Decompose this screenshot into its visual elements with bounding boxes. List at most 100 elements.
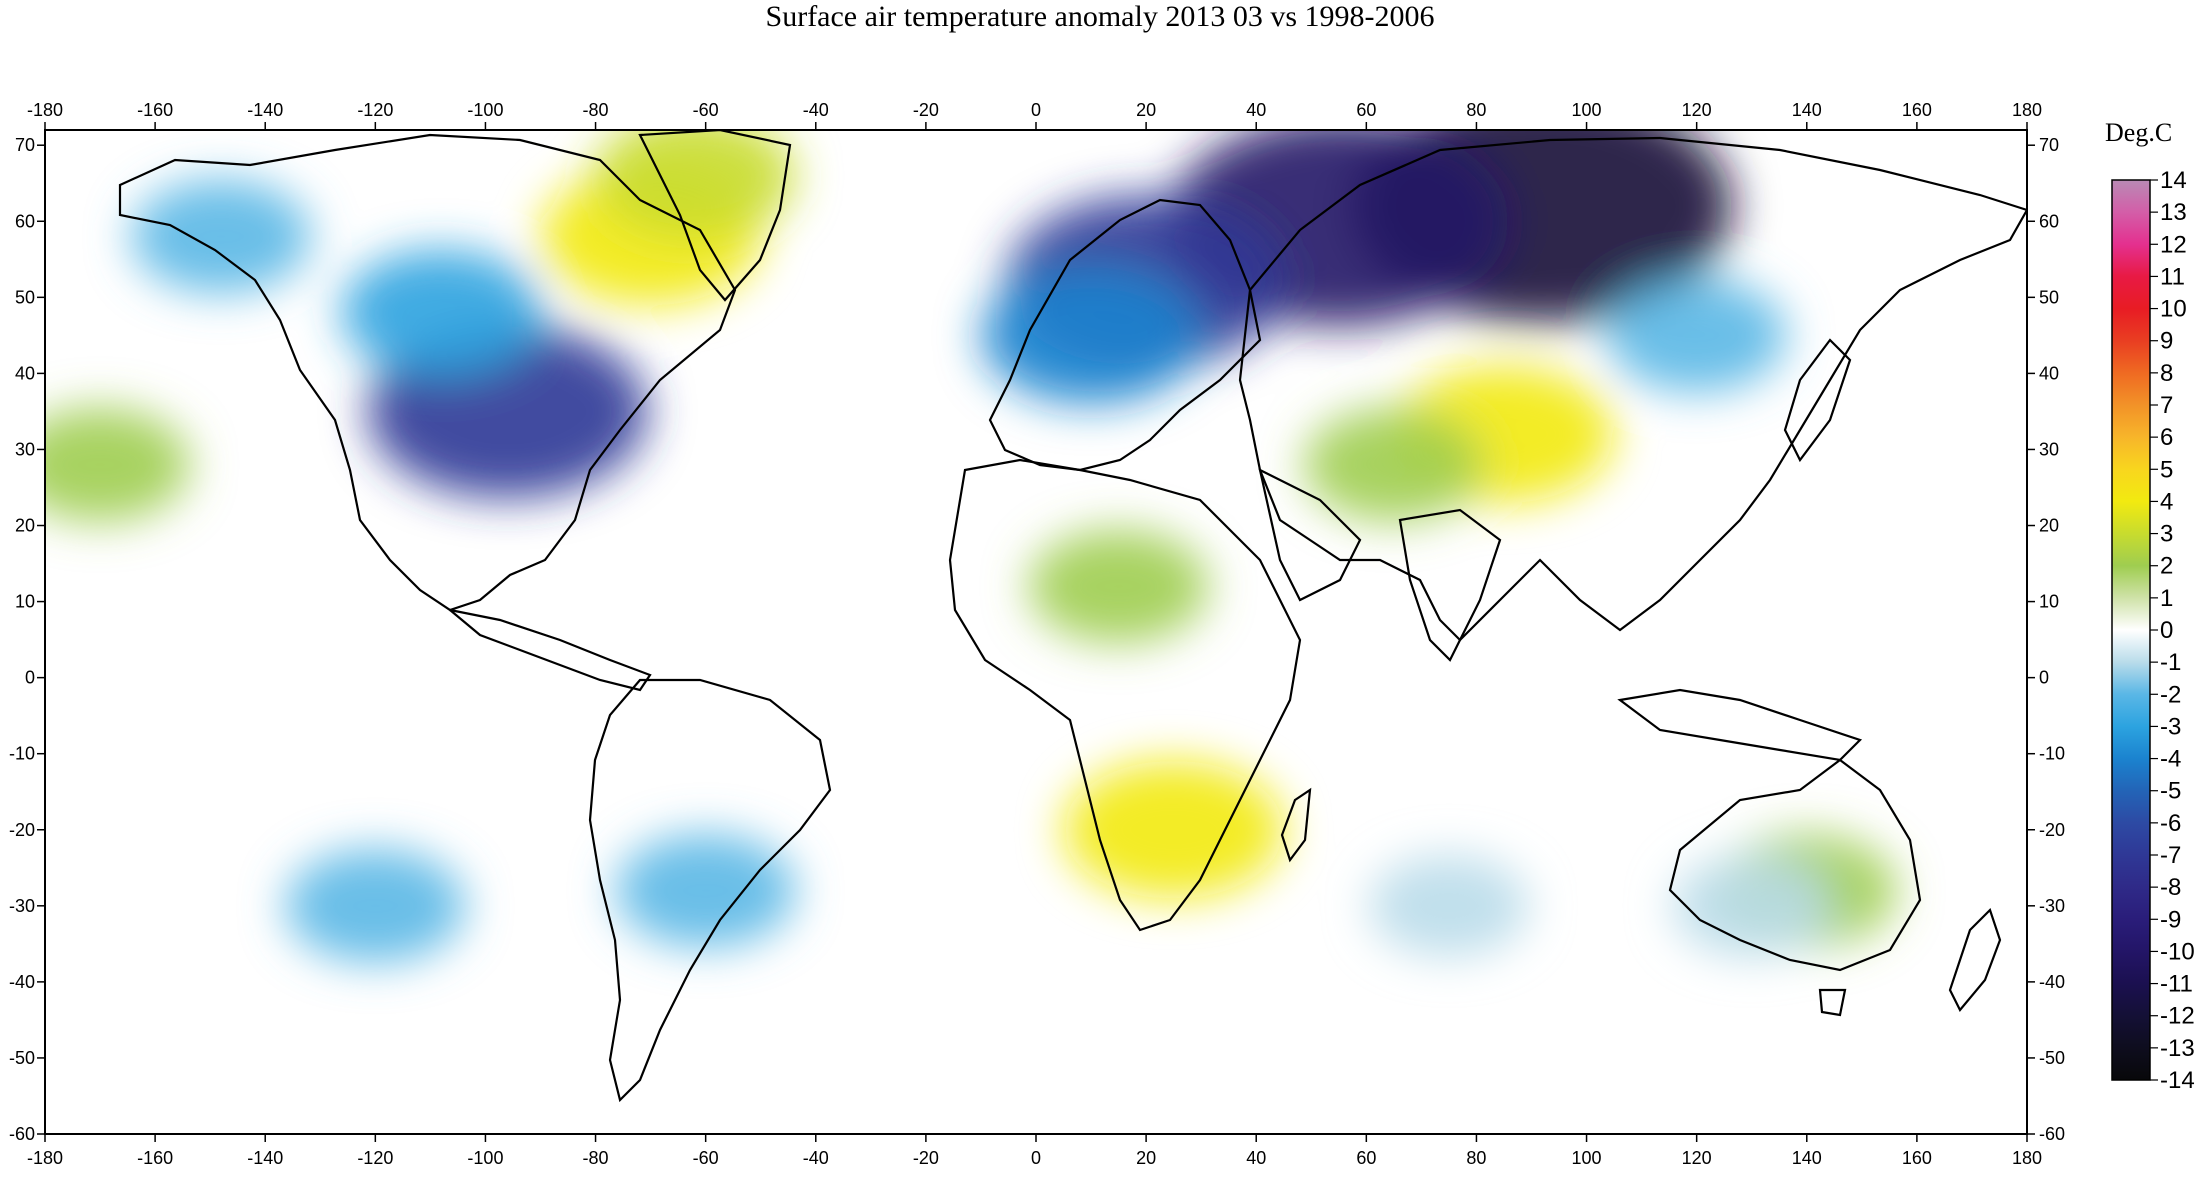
lat-label-left-4: 30 (15, 439, 35, 459)
colorbar-label-9: 5 (2160, 456, 2173, 483)
colorbar-label-23: -9 (2160, 906, 2181, 933)
coastline-arabia (1258, 467, 1362, 602)
colorbar-label-20: -6 (2160, 810, 2181, 837)
colorbar-label-26: -12 (2160, 1003, 2195, 1030)
colorbar-label-18: -4 (2160, 746, 2181, 773)
anomaly-region-5 (341, 249, 542, 376)
lon-label-top-7: -40 (803, 100, 829, 120)
lon-label-bottom-5: -80 (583, 1148, 609, 1168)
colorbar-label-12: 2 (2160, 553, 2173, 580)
coastline-madagascar (1280, 787, 1312, 863)
colorbar-label-28: -14 (2160, 1067, 2195, 1094)
lon-label-bottom-3: -120 (357, 1148, 393, 1168)
lon-label-bottom-13: 80 (1466, 1148, 1486, 1168)
colorbar-label-8: 6 (2160, 424, 2173, 451)
lat-label-right-2: 50 (2039, 287, 2059, 307)
lon-label-top-8: -20 (913, 100, 939, 120)
colorbar-label-10: 4 (2160, 488, 2173, 515)
colorbar-label-19: -5 (2160, 778, 2181, 805)
lat-label-left-10: -30 (9, 896, 35, 916)
lat-label-right-7: 0 (2039, 668, 2049, 688)
lon-label-bottom-6: -60 (693, 1148, 719, 1168)
anomaly-region-13 (45, 407, 191, 522)
anomaly-region-18 (1368, 854, 1529, 957)
colorbar-label-17: -3 (2160, 713, 2181, 740)
coastline-japan (1783, 338, 1852, 463)
coastline-greenland (638, 130, 792, 302)
lon-label-top-9: 0 (1031, 100, 1041, 120)
coastline-africa (948, 458, 1302, 932)
lon-label-top-13: 80 (1466, 100, 1486, 120)
colorbar-label-27: -13 (2160, 1035, 2195, 1062)
lon-label-bottom-0: -180 (27, 1148, 63, 1168)
lon-label-bottom-12: 60 (1356, 1148, 1376, 1168)
colorbar-label-25: -11 (2160, 971, 2193, 998)
lat-label-right-13: -60 (2039, 1124, 2065, 1144)
lat-label-right-1: 60 (2039, 211, 2059, 231)
lat-label-right-10: -30 (2039, 896, 2065, 916)
anomaly-region-8 (594, 130, 795, 239)
lon-label-bottom-9: 0 (1031, 1148, 1041, 1168)
lat-label-right-11: -40 (2039, 972, 2065, 992)
lon-label-bottom-14: 100 (1572, 1148, 1602, 1168)
colorbar-label-22: -8 (2160, 874, 2181, 901)
coastline-indonesia (1617, 688, 1863, 762)
colorbar-label-4: 10 (2160, 296, 2187, 323)
lon-label-top-18: 180 (2012, 100, 2042, 120)
colorbar-label-16: -2 (2160, 681, 2181, 708)
lat-label-right-9: -20 (2039, 820, 2065, 840)
lon-label-bottom-18: 180 (2012, 1148, 2042, 1168)
lon-label-top-4: -100 (467, 100, 503, 120)
lon-label-bottom-4: -100 (467, 1148, 503, 1168)
lat-label-left-0: 70 (15, 135, 35, 155)
lon-label-top-11: 40 (1246, 100, 1266, 120)
colorbar-label-13: 1 (2160, 585, 2173, 612)
lon-label-bottom-17: 160 (1902, 1148, 1932, 1168)
coastline-new-zealand (1948, 907, 2002, 1012)
colorbar-title: Deg.C (2105, 118, 2173, 147)
lon-label-top-2: -140 (247, 100, 283, 120)
colorbar-label-24: -10 (2160, 938, 2195, 965)
lon-label-bottom-10: 20 (1136, 1148, 1156, 1168)
lat-label-left-1: 60 (15, 211, 35, 231)
lat-label-left-11: -40 (9, 972, 35, 992)
lat-label-left-13: -60 (9, 1124, 35, 1144)
anomaly-region-17 (285, 848, 466, 963)
lat-label-left-8: -10 (9, 744, 35, 764)
coastline-india (1398, 508, 1502, 662)
lat-label-right-8: -10 (2039, 744, 2065, 764)
lat-label-left-2: 50 (15, 287, 35, 307)
colorbar-label-15: -1 (2160, 649, 2181, 676)
lat-label-left-12: -50 (9, 1048, 35, 1068)
colorbar (2111, 179, 2151, 1081)
lon-label-top-16: 140 (1792, 100, 1822, 120)
lat-label-left-9: -20 (9, 820, 35, 840)
colorbar-label-7: 7 (2160, 392, 2173, 419)
anomaly-region-16 (615, 833, 796, 948)
lon-label-bottom-8: -20 (913, 1148, 939, 1168)
lon-label-top-1: -160 (137, 100, 173, 120)
anomaly-region-11 (1028, 529, 1209, 644)
lon-label-top-3: -120 (357, 100, 393, 120)
coastlines (118, 130, 2027, 1103)
lon-label-top-10: 20 (1136, 100, 1156, 120)
anomaly-region-6 (131, 179, 312, 294)
anomaly-region-10 (1303, 407, 1484, 522)
lat-label-right-3: 40 (2039, 363, 2059, 383)
lon-label-top-5: -80 (583, 100, 609, 120)
coastline-tasmania (1818, 988, 1847, 1017)
lon-label-bottom-2: -140 (247, 1148, 283, 1168)
lon-label-top-6: -60 (693, 100, 719, 120)
coastline-north-america (118, 133, 737, 612)
coastline-australia (1668, 758, 1922, 972)
coastline-south-america (588, 678, 832, 1103)
anomaly-region-19 (1671, 854, 1832, 957)
anomaly-region-3 (981, 266, 1202, 405)
colorbar-label-14: 0 (2160, 617, 2173, 644)
colorbar-label-0: 14 (2160, 167, 2187, 194)
colorbar-label-2: 12 (2160, 231, 2187, 258)
coastline-central-america (449, 608, 652, 692)
lon-label-top-0: -180 (27, 100, 63, 120)
lon-label-bottom-1: -160 (137, 1148, 173, 1168)
